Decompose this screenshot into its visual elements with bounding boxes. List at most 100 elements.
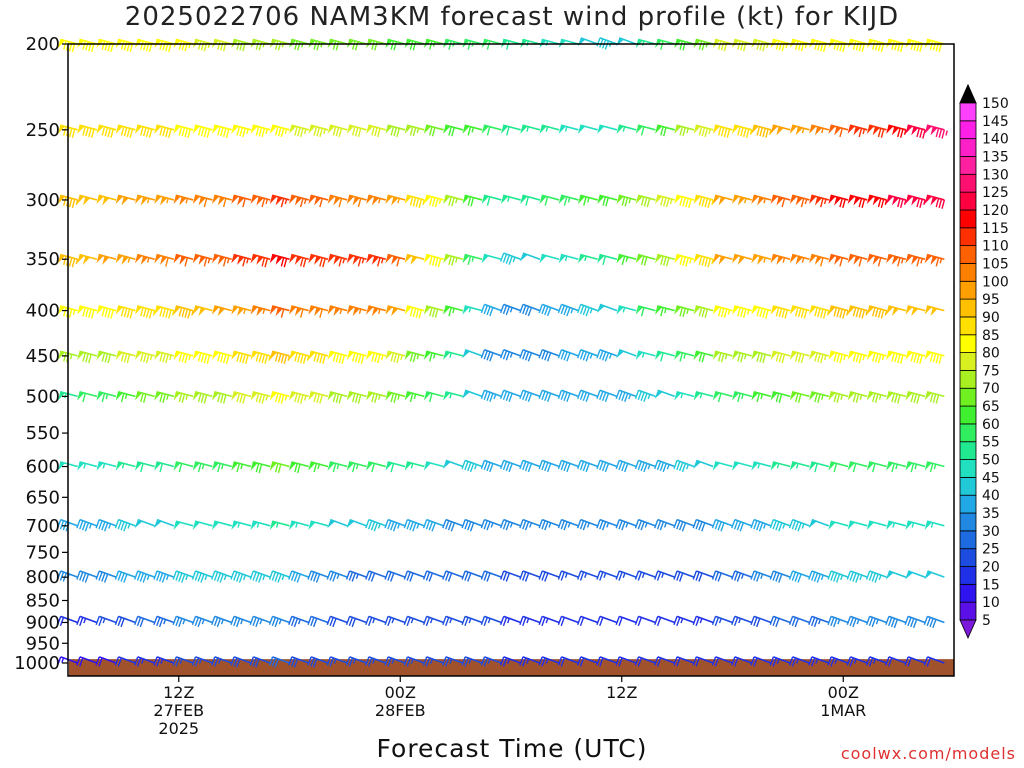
wind-barb <box>308 124 329 138</box>
wind-barb <box>731 570 753 582</box>
wind-barb <box>789 38 810 52</box>
wind-barb <box>192 194 213 208</box>
wind-barb <box>616 253 637 266</box>
wind-barb <box>250 194 271 208</box>
wind-barb <box>596 518 618 531</box>
wind-barb <box>519 459 541 473</box>
wind-barb <box>519 348 541 362</box>
color-bar-label: 100 <box>982 274 1009 290</box>
wind-barb <box>154 390 175 403</box>
wind-barb <box>191 656 213 667</box>
color-bar-label: 15 <box>982 577 1000 593</box>
wind-barb <box>924 253 945 267</box>
wind-barb <box>634 389 656 403</box>
color-bar-segment <box>959 138 977 157</box>
wind-barb <box>480 570 502 582</box>
wind-barb <box>173 390 194 403</box>
wind-barb <box>557 615 579 627</box>
wind-barb <box>345 570 367 582</box>
wind-barb <box>577 518 598 531</box>
wind-barb <box>769 518 791 532</box>
color-bar-label: 135 <box>982 149 1009 165</box>
wind-barb <box>385 124 406 138</box>
wind-barb <box>789 124 810 136</box>
wind-barb <box>480 348 502 362</box>
wind-barb <box>268 570 290 583</box>
wind-barb <box>789 461 810 471</box>
wind-barb <box>577 253 598 264</box>
wind-barb <box>231 461 252 473</box>
wind-barb <box>519 570 541 582</box>
wind-barb <box>269 350 291 364</box>
wind-barb <box>539 253 560 264</box>
wind-barb <box>866 390 887 403</box>
wind-barb <box>499 518 521 531</box>
wind-barb <box>403 518 425 532</box>
wind-barb <box>847 124 868 138</box>
wind-barb <box>423 124 444 137</box>
wind-barb <box>693 350 714 363</box>
wind-barb <box>692 518 714 532</box>
wind-barb <box>231 305 252 317</box>
wind-barb <box>615 570 637 581</box>
color-bar-label: 35 <box>982 506 1000 522</box>
color-bar-label: 50 <box>982 453 1000 469</box>
wind-barb <box>289 350 310 364</box>
wind-barb <box>134 570 155 583</box>
wind-barb <box>422 615 444 627</box>
wind-barb <box>56 570 78 582</box>
wind-barb <box>770 390 791 403</box>
color-bar-label: 5 <box>982 613 991 629</box>
wind-barb <box>712 390 733 403</box>
wind-barb <box>693 305 714 318</box>
wind-barb <box>809 305 830 319</box>
wind-barb <box>230 656 252 668</box>
wind-barb <box>192 461 213 473</box>
wind-barb <box>886 194 907 209</box>
color-bar-label: 110 <box>982 239 1009 255</box>
wind-barb <box>76 615 98 627</box>
wind-barb <box>173 461 194 473</box>
wind-barb <box>904 656 926 667</box>
wind-barb <box>635 305 656 317</box>
wind-barb <box>866 194 888 209</box>
wind-barb <box>365 615 387 627</box>
wind-barb <box>192 305 213 317</box>
wind-barb <box>654 656 675 667</box>
wind-barb <box>77 390 98 403</box>
wind-barb <box>538 570 560 582</box>
wind-barb <box>673 518 695 532</box>
wind-barb <box>558 194 579 206</box>
wind-barb <box>808 656 830 667</box>
wind-barb <box>308 38 329 51</box>
wind-barb <box>750 570 772 582</box>
wind-barb <box>732 305 752 318</box>
wind-barb <box>461 570 483 582</box>
wind-barb <box>154 124 175 138</box>
wind-barb <box>904 615 926 629</box>
wind-barb <box>769 615 791 628</box>
wind-barb <box>249 615 271 628</box>
color-bar-segment <box>959 441 977 460</box>
wind-barb <box>788 615 810 628</box>
wind-barb <box>250 124 271 138</box>
wind-barb <box>905 390 926 404</box>
wind-barb <box>846 656 868 667</box>
wind-barb <box>615 459 637 473</box>
wind-barb <box>499 656 521 667</box>
wind-barb <box>673 570 695 582</box>
wind-barb <box>828 38 849 53</box>
wind-barb <box>191 615 213 628</box>
wind-barb <box>346 194 367 208</box>
wind-barb <box>308 520 329 530</box>
wind-barb <box>847 305 869 319</box>
wind-barb <box>57 461 78 471</box>
wind-barb <box>655 305 675 317</box>
wind-barb <box>634 570 656 581</box>
wind-barb <box>597 253 618 266</box>
wind-barb <box>866 253 887 267</box>
wind-barb <box>77 124 98 138</box>
color-bar-label: 130 <box>982 167 1009 183</box>
wind-barb <box>577 570 598 581</box>
wind-barb <box>809 194 830 208</box>
